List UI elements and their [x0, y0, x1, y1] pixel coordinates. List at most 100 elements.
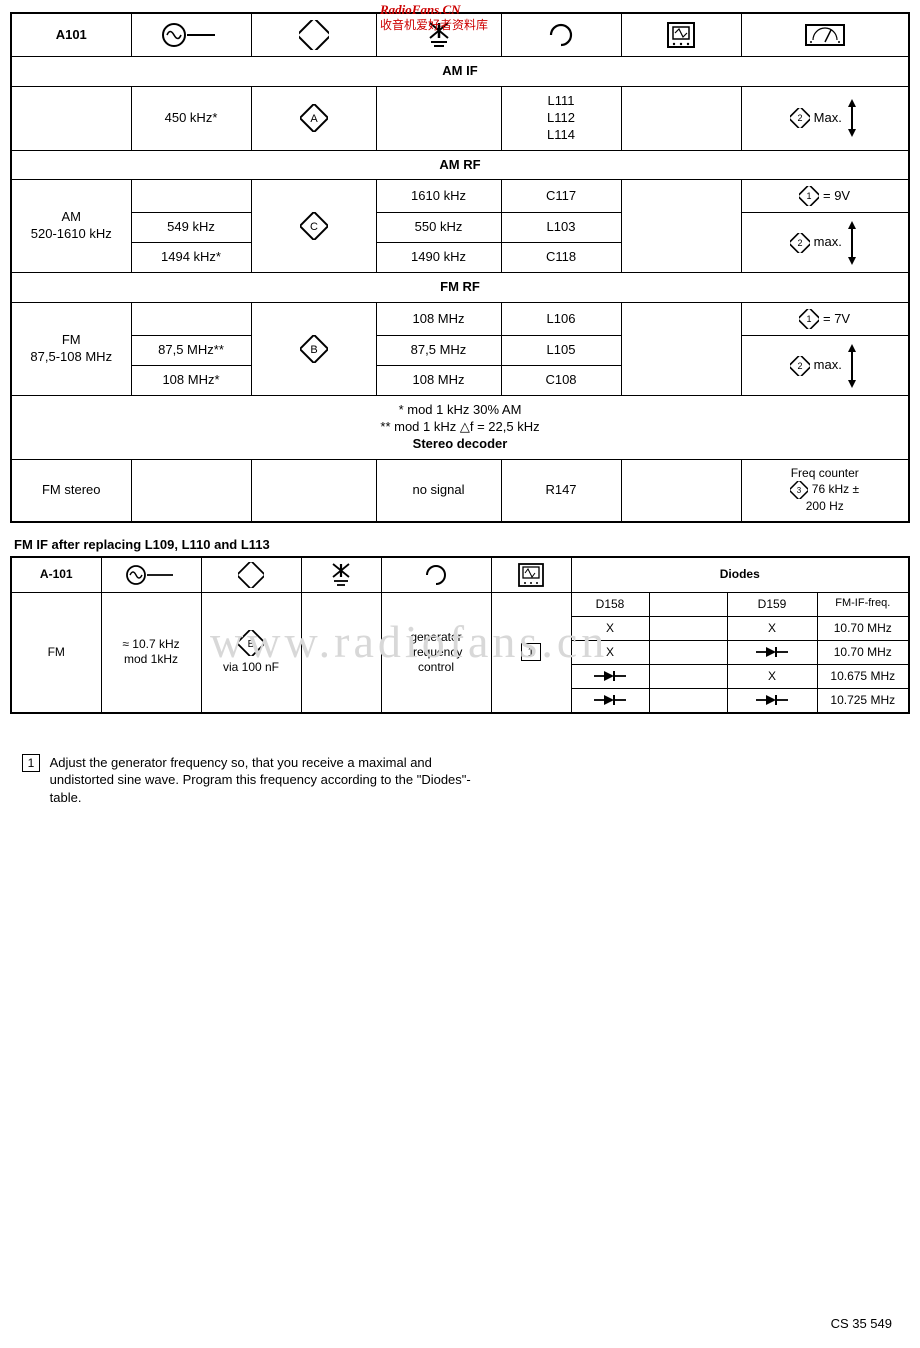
cell: generator frequency control [381, 592, 491, 713]
cell: C118 [501, 243, 621, 273]
cell: X [727, 616, 817, 640]
am-rf-label: AM 520-1610 kHz [11, 180, 131, 273]
cell: X [727, 664, 817, 688]
cell [621, 180, 741, 273]
cell: L111 L112 L114 [501, 86, 621, 150]
stereo-row: FM stereo no signal R147 Freq counter 3 … [11, 459, 909, 522]
cell: L106 [501, 303, 621, 336]
meter-icon [741, 13, 909, 57]
svg-text:B: B [248, 639, 255, 650]
svg-text:2: 2 [798, 113, 803, 123]
cell: C108 [501, 366, 621, 396]
cell: D159 [727, 592, 817, 616]
cell: 10.725 MHz [817, 688, 909, 713]
cell: 1 = 7V [741, 303, 909, 336]
diode-icon [727, 688, 817, 713]
svg-text:3: 3 [797, 486, 802, 495]
adjust-icon [501, 13, 621, 57]
cell [131, 303, 251, 336]
cell: 2 Max. [741, 86, 909, 150]
cell [131, 180, 251, 213]
watermark-top-sub: 收音机爱好者资料库 [380, 16, 488, 33]
cell [301, 592, 381, 713]
signal-generator-icon [131, 13, 251, 57]
cell [131, 459, 251, 522]
svg-text:C: C [310, 221, 318, 233]
svg-text:B: B [310, 344, 317, 356]
inject-b-icon: B via 100 nF [201, 592, 301, 713]
svg-text:2: 2 [798, 361, 803, 371]
cell: 108 MHz [376, 366, 501, 396]
cell: FM [11, 592, 101, 713]
am-rf-row1: AM 520-1610 kHz C 1610 kHz C117 1 = 9V [11, 180, 909, 213]
fm-rf-header: FM RF [11, 273, 909, 303]
sub-body-row: FM ≈ 10.7 kHz mod 1kHz B via 100 nF gene… [11, 592, 909, 616]
footnote-block: 1 Adjust the generator frequency so, tha… [22, 754, 502, 807]
cell: D158 [571, 592, 649, 616]
sub-header-row: A-101 Diodes [11, 557, 909, 593]
oscilloscope-icon [621, 13, 741, 57]
modulation-notes: * mod 1 kHz 30% AM ** mod 1 kHz △f = 22,… [11, 395, 909, 459]
svg-text:1: 1 [807, 191, 812, 201]
cell: 1 [491, 592, 571, 713]
cell: 450 kHz* [131, 86, 251, 150]
inject-c-icon: C [251, 180, 376, 273]
inject-b-icon: B [251, 303, 376, 396]
cell [649, 640, 727, 664]
header-col1: A101 [11, 13, 131, 57]
cell [649, 616, 727, 640]
svg-text:2: 2 [798, 238, 803, 248]
cell: 108 MHz [376, 303, 501, 336]
cell: 550 kHz [376, 213, 501, 243]
diode-icon [727, 640, 817, 664]
cell [649, 688, 727, 713]
cell [621, 303, 741, 396]
cell: 1494 kHz* [131, 243, 251, 273]
diode-icon [571, 688, 649, 713]
svg-text:1: 1 [807, 314, 812, 324]
cell: R147 [501, 459, 621, 522]
dial-icon [201, 557, 301, 593]
cell [621, 459, 741, 522]
cell: 2 max. [741, 336, 909, 396]
cell: A-101 [11, 557, 101, 593]
am-if-header: AM IF [11, 57, 909, 87]
footnote-text: Adjust the generator frequency so, that … [50, 754, 480, 807]
fm-rf-row1: FM 87,5-108 MHz B 108 MHz L106 1 = 7V [11, 303, 909, 336]
diode-icon [571, 664, 649, 688]
cell: 87,5 MHz [376, 336, 501, 366]
footnote-number: 1 [22, 754, 40, 772]
cell: 10.675 MHz [817, 664, 909, 688]
cell [376, 86, 501, 150]
signal-generator-icon [101, 557, 201, 593]
cell: X [571, 640, 649, 664]
diodes-header: Diodes [571, 557, 909, 593]
cell: 10.70 MHz [817, 640, 909, 664]
page-number: CS 35 549 [831, 1316, 892, 1331]
cell: 87,5 MHz** [131, 336, 251, 366]
cell: 1490 kHz [376, 243, 501, 273]
oscilloscope-icon [491, 557, 571, 593]
cell: Freq counter 3 76 kHz ±200 Hz [741, 459, 909, 522]
main-alignment-table: A101 [10, 12, 910, 523]
cell: X [571, 616, 649, 640]
cell [649, 592, 727, 616]
cell: ≈ 10.7 kHz mod 1kHz [101, 592, 201, 713]
am-rf-header: AM RF [11, 150, 909, 180]
cell: no signal [376, 459, 501, 522]
cell: 1610 kHz [376, 180, 501, 213]
cell: L103 [501, 213, 621, 243]
cell: L105 [501, 336, 621, 366]
antenna-icon [301, 557, 381, 593]
cell [11, 86, 131, 150]
adjust-icon [381, 557, 491, 593]
cell: 108 MHz* [131, 366, 251, 396]
svg-text:A: A [310, 113, 318, 125]
fm-if-replace-table: A-101 Diodes FM ≈ 10.7 kHz mod 1kHz B vi… [10, 556, 910, 714]
cell [251, 459, 376, 522]
cell: FM stereo [11, 459, 131, 522]
am-rf-row2: 549 kHz 550 kHz L103 2 max. [11, 213, 909, 243]
cell: FM-IF-freq. [817, 592, 909, 616]
cell: 2 max. [741, 213, 909, 273]
cell: 549 kHz [131, 213, 251, 243]
